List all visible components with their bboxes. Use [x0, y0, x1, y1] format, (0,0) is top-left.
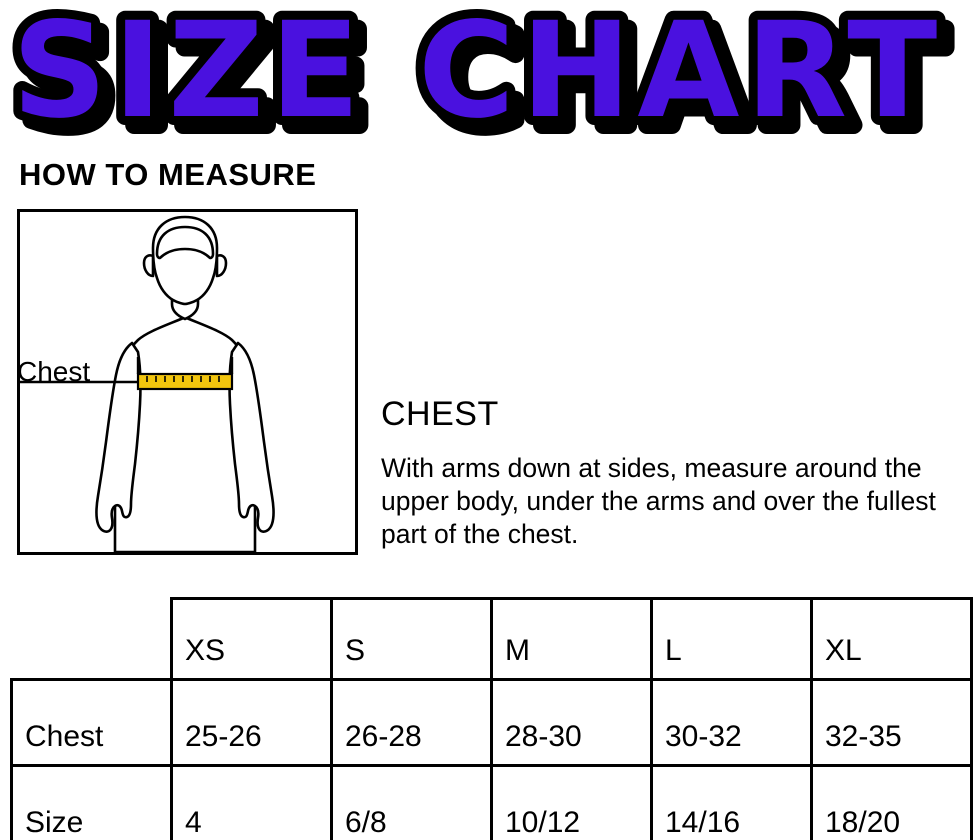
table-row: Chest 25-26 26-28 28-30 30-32 32-35	[10, 678, 973, 767]
page-title-outline: SIZE CHART	[12, 0, 943, 148]
size-l: 14/16	[650, 764, 813, 840]
table-row: Size 4 6/8 10/12 14/16 18/20	[10, 764, 973, 840]
chest-description-body: With arms down at sides, measure around …	[381, 453, 936, 549]
chest-l: 30-32	[650, 678, 813, 767]
page-title-fill: SIZE CHART	[12, 0, 943, 148]
measurement-illustration	[17, 209, 358, 555]
chest-xl: 32-35	[810, 678, 973, 767]
size-xs: 4	[170, 764, 333, 840]
size-m: 10/12	[490, 764, 653, 840]
table-header-row: XS S M L XL	[12, 597, 973, 681]
how-to-measure-heading: HOW TO MEASURE	[19, 157, 317, 192]
table-header-xl: XL	[810, 597, 973, 681]
table-corner-cell	[12, 599, 172, 680]
chest-s: 26-28	[330, 678, 493, 767]
table-header-xs: XS	[170, 597, 333, 681]
size-xl: 18/20	[810, 764, 973, 840]
chest-m: 28-30	[490, 678, 653, 767]
measuring-tape-icon	[136, 372, 234, 391]
body-figure-icon	[20, 215, 275, 552]
page-title-shadow: SIZE CHART	[21, 3, 952, 150]
chest-description-heading: CHEST	[381, 395, 499, 433]
table-header-s: S	[330, 597, 493, 681]
chest-xs: 25-26	[170, 678, 333, 767]
chest-illustration-label: Chest	[17, 356, 91, 387]
size-s: 6/8	[330, 764, 493, 840]
row-label-size: Size	[10, 764, 173, 840]
row-label-chest: Chest	[10, 678, 173, 767]
table-header-m: M	[490, 597, 653, 681]
table-header-l: L	[650, 597, 813, 681]
page-title: SIZE CHART SIZE CHART SIZE CHART	[0, 0, 978, 150]
size-table: XS S M L XL Chest 25-26 26-28 28-30 30-3…	[10, 597, 973, 840]
